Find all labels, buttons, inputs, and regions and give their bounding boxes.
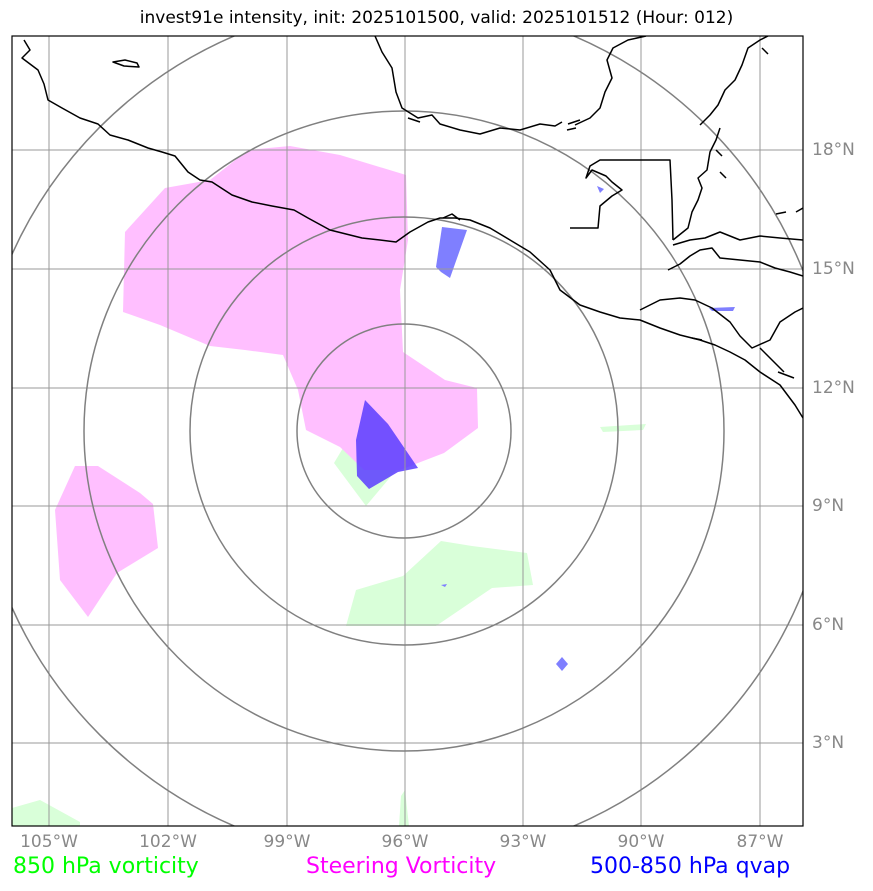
coastline-honduras bbox=[672, 231, 803, 246]
range-ring-3 bbox=[83, 110, 725, 752]
steering-vorticity-fields bbox=[55, 146, 478, 617]
qvap-area-diamond bbox=[556, 657, 568, 671]
island-8 bbox=[795, 207, 803, 213]
coastline-yucatan-east bbox=[699, 36, 769, 126]
range-rings bbox=[12, 36, 803, 826]
island-5 bbox=[442, 213, 461, 221]
island-9 bbox=[691, 337, 703, 341]
coastline-lake bbox=[759, 347, 785, 373]
range-ring-1 bbox=[296, 323, 512, 539]
lat-label-3n: 3°N bbox=[812, 733, 845, 753]
legend-steering: Steering Vorticity bbox=[306, 854, 497, 879]
vort850-area-east bbox=[600, 424, 646, 432]
qvap-area-north bbox=[436, 227, 467, 278]
map-title: invest91e intensity, init: 2025101500, v… bbox=[139, 8, 734, 28]
steering-area-main bbox=[123, 146, 478, 470]
coastlines bbox=[21, 36, 803, 419]
qvap-fields bbox=[356, 186, 735, 671]
range-ring-2 bbox=[189, 216, 619, 646]
border-central-america bbox=[667, 247, 803, 277]
lon-label-99w: 99°W bbox=[263, 832, 311, 852]
island-4 bbox=[566, 127, 577, 131]
vort850-area-sliver bbox=[399, 790, 409, 826]
island-12 bbox=[777, 371, 795, 379]
vort850-area-south bbox=[346, 541, 533, 626]
border-mexico-guatemala bbox=[570, 159, 674, 241]
lon-label-93w: 93°W bbox=[499, 832, 547, 852]
lon-label-105w: 105°W bbox=[20, 832, 78, 852]
legend-qvap: 500-850 hPa qvap bbox=[590, 854, 791, 879]
border-guatemala-salvador bbox=[639, 297, 803, 349]
lat-label-6n: 6°N bbox=[812, 615, 845, 635]
island-1 bbox=[112, 59, 140, 68]
lon-label-90w: 90°W bbox=[617, 832, 665, 852]
lat-label-12n: 12°N bbox=[812, 378, 855, 398]
island-6 bbox=[761, 47, 769, 55]
island-11 bbox=[715, 149, 723, 157]
lon-label-96w: 96°W bbox=[381, 832, 429, 852]
island-2 bbox=[407, 117, 421, 123]
coastline-gulf-mexico bbox=[374, 36, 563, 135]
island-7 bbox=[775, 211, 787, 215]
lat-label-18n: 18°N bbox=[812, 140, 855, 160]
qvap-area-core bbox=[356, 400, 418, 489]
island-10 bbox=[719, 171, 727, 179]
island-3 bbox=[567, 119, 581, 125]
lon-label-102w: 102°W bbox=[139, 832, 197, 852]
map-frame bbox=[11, 35, 804, 827]
legend-vort850: 850 hPa vorticity bbox=[13, 854, 199, 879]
qvap-area-speck bbox=[597, 186, 604, 193]
coastline-belize bbox=[672, 127, 721, 241]
lat-label-15n: 15°N bbox=[812, 259, 855, 279]
qvap-area-dot bbox=[441, 584, 447, 587]
lon-label-87w: 87°W bbox=[736, 832, 784, 852]
lat-label-9n: 9°N bbox=[812, 496, 845, 516]
vort850-area-sw bbox=[12, 800, 80, 826]
steering-area-west bbox=[55, 466, 158, 617]
coastline-yucatan bbox=[574, 36, 647, 126]
coastline-pacific-mexico bbox=[21, 39, 803, 419]
